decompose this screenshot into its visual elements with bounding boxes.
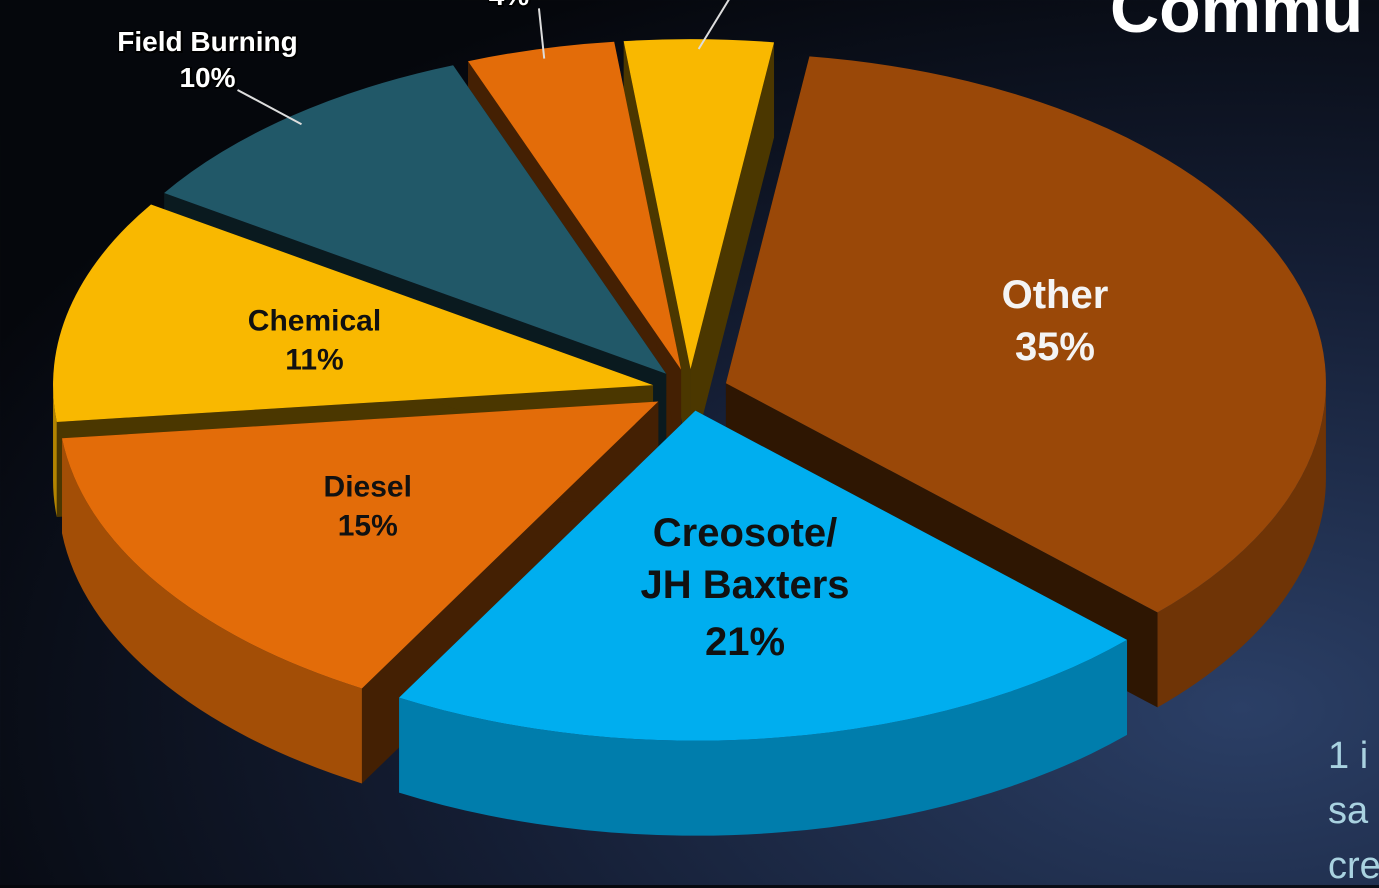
slice-wall — [399, 639, 1128, 836]
slide-title: Commu — [1110, 0, 1364, 47]
slice — [623, 39, 775, 370]
slice-wall — [53, 385, 57, 517]
slice — [725, 56, 1326, 613]
leader-line — [697, 0, 730, 50]
slice — [399, 410, 1128, 741]
slice-side — [690, 42, 775, 465]
slice-wall — [62, 438, 362, 784]
body-text: sa — [1328, 790, 1369, 832]
slice-label: Field Burning — [117, 25, 298, 57]
slice — [53, 204, 654, 422]
body-text: cre — [1328, 845, 1379, 887]
slice — [468, 41, 682, 370]
slice-wall — [1157, 383, 1326, 708]
slice-value-label: 4% — [681, 0, 721, 3]
slice-value-label: 4% — [489, 0, 529, 15]
leader-line — [537, 8, 546, 59]
slice-value-label: 21% — [705, 619, 786, 664]
slice-value-label: 11% — [285, 343, 344, 377]
slice — [62, 401, 659, 689]
leader-line — [237, 89, 302, 126]
body-text: 1 i — [1328, 735, 1369, 777]
slice-label: Diesel — [323, 470, 412, 504]
slice-value-label: 15% — [337, 509, 398, 543]
slice-label: Chemical — [247, 304, 382, 338]
slice-value-label: 35% — [1014, 324, 1095, 369]
slice-value-label: 10% — [179, 61, 236, 93]
slice-label: Creosote/ JH Baxters — [640, 510, 850, 607]
slice-label: Other — [1001, 272, 1109, 317]
slice — [164, 65, 667, 374]
